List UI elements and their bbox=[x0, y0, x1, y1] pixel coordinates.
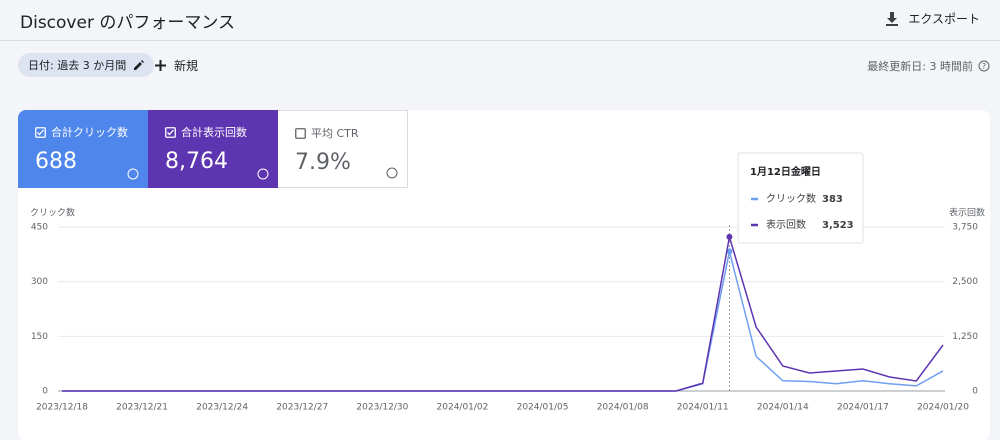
metric-card[interactable]: 合計クリック数 688 bbox=[18, 110, 148, 188]
new-filter-label: 新規 bbox=[174, 59, 199, 73]
checkbox[interactable] bbox=[35, 126, 46, 138]
y-tick-label: 450 bbox=[31, 223, 48, 233]
y-tick-label: 150 bbox=[31, 332, 48, 342]
tooltip-title: 1月12日金曜日 bbox=[750, 165, 821, 178]
download-icon bbox=[886, 11, 899, 26]
x-tick-label: 2024/01/02 bbox=[437, 403, 489, 413]
divider bbox=[0, 40, 1000, 41]
export-label: エクスポート bbox=[908, 12, 980, 26]
x-tick-label: 2023/12/21 bbox=[116, 403, 168, 413]
metric-value: 8,764 bbox=[165, 149, 228, 174]
page-title: Discover のパフォーマンス bbox=[20, 13, 235, 33]
y-tick-label: 0 bbox=[42, 387, 48, 397]
page: Discover のパフォーマンス エクスポート 日付: 過去 3 か月間 新規… bbox=[0, 10, 1000, 440]
last-updated-label: 最終更新日: 3 時間前 bbox=[867, 60, 973, 73]
y2-tick-label: 1,250 bbox=[952, 332, 978, 342]
metric-label: 合計クリック数 bbox=[51, 126, 128, 139]
tooltip-value: 3,523 bbox=[822, 220, 854, 231]
chart: クリック数 表示回数 0 150 300 450 0 1,250 2,500 3,750 202… bbox=[30, 152, 985, 413]
x-tick-label: 2024/01/14 bbox=[757, 403, 809, 413]
x-tick-label: 2024/01/08 bbox=[597, 403, 649, 413]
checkbox-box bbox=[165, 126, 176, 138]
metric-card[interactable]: 平均 CTR 7.9% bbox=[278, 110, 408, 188]
y2-tick-label: 0 bbox=[972, 387, 978, 397]
x-tick-label: 2023/12/30 bbox=[356, 403, 408, 413]
help-circle bbox=[257, 168, 269, 180]
x-tick-label: 2024/01/17 bbox=[837, 403, 889, 413]
edit-icon bbox=[134, 60, 145, 70]
help-icon[interactable] bbox=[257, 168, 269, 180]
help-icon[interactable]: ? bbox=[978, 60, 990, 72]
series-line bbox=[62, 251, 944, 392]
metric-label-row: 合計クリック数 bbox=[35, 124, 148, 140]
export-button[interactable]: エクスポート bbox=[886, 10, 980, 27]
checkmark bbox=[167, 129, 174, 135]
x-tick-label: 2024/01/20 bbox=[917, 403, 969, 413]
help-icon[interactable] bbox=[127, 168, 139, 180]
checkbox-box bbox=[295, 127, 306, 139]
new-filter-button[interactable]: 新規 bbox=[155, 57, 198, 74]
y2-tick-label: 3,750 bbox=[952, 223, 978, 233]
metric-value: 688 bbox=[35, 149, 77, 174]
svg-text:?: ? bbox=[982, 62, 986, 71]
date-filter-label: 日付: 過去 3 か月間 bbox=[28, 59, 127, 72]
metric-label: 平均 CTR bbox=[311, 127, 359, 140]
metric-label-row: 平均 CTR bbox=[295, 125, 407, 141]
y2-axis-label: 表示回数 bbox=[949, 207, 985, 219]
x-tick-label: 2024/01/05 bbox=[517, 403, 569, 413]
checkbox[interactable] bbox=[295, 127, 306, 139]
tooltip-box bbox=[737, 152, 864, 244]
y-axis-label: クリック数 bbox=[30, 207, 75, 219]
help-circle bbox=[127, 168, 139, 180]
last-updated: 最終更新日: 3 時間前 ? bbox=[867, 58, 990, 74]
y-tick-label: 300 bbox=[31, 277, 48, 287]
y2-tick-label: 2,500 bbox=[952, 277, 978, 287]
metric-label: 合計表示回数 bbox=[181, 126, 247, 139]
metric-value: 7.9% bbox=[295, 150, 351, 175]
checkbox-box bbox=[35, 126, 46, 138]
help-icon[interactable] bbox=[386, 167, 398, 179]
x-tick-label: 2023/12/27 bbox=[276, 403, 328, 413]
tooltip-value: 383 bbox=[822, 194, 843, 205]
tooltip-series-name: クリック数 bbox=[766, 192, 816, 205]
hover-point bbox=[726, 248, 733, 255]
checkmark bbox=[37, 129, 44, 135]
plus-icon bbox=[155, 60, 166, 71]
metric-card[interactable]: 合計表示回数 8,764 bbox=[148, 110, 278, 188]
x-tick-label: 2023/12/18 bbox=[36, 403, 88, 413]
metric-label-row: 合計表示回数 bbox=[165, 124, 278, 140]
hover-point bbox=[726, 233, 733, 240]
series-line bbox=[62, 236, 944, 392]
date-filter-chip[interactable]: 日付: 過去 3 か月間 bbox=[18, 53, 155, 77]
x-tick-label: 2023/12/24 bbox=[196, 403, 248, 413]
x-tick-label: 2024/01/11 bbox=[677, 403, 729, 413]
checkbox[interactable] bbox=[165, 126, 176, 138]
help-circle bbox=[386, 167, 398, 179]
tooltip-series-name: 表示回数 bbox=[766, 218, 806, 231]
